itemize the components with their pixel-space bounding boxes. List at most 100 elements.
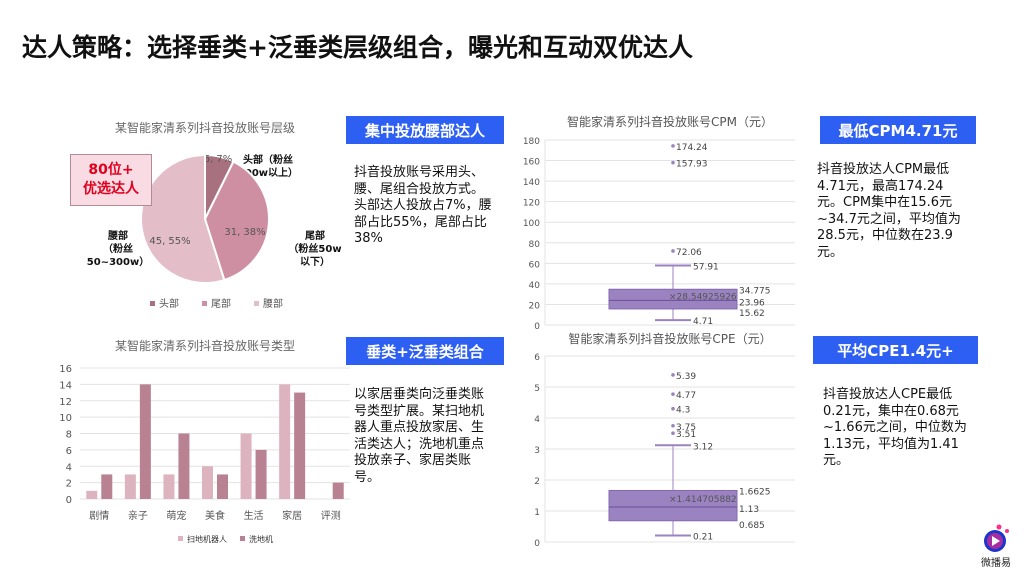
- bar-扫地机器人-家居: [279, 384, 291, 499]
- pie-annotation: （粉丝50w: [288, 242, 341, 255]
- cpe-mean-label: ×1.414705882: [669, 495, 737, 505]
- cpm-ytick: 140: [523, 178, 540, 188]
- cpe-box: [608, 489, 738, 522]
- pie-data-label: 31, 38%: [224, 227, 265, 238]
- pie-slice-腰部: [140, 153, 226, 284]
- bar-xtick: 亲子: [128, 509, 148, 522]
- bar-扫地机器人-剧情: [86, 490, 98, 499]
- badge-line1: 80位+: [88, 162, 134, 178]
- cpm-outlier: [671, 160, 675, 165]
- logo-text: 微播易: [981, 558, 1011, 569]
- cpm-ytick: 20: [529, 301, 541, 311]
- bar-xtick: 剧情: [89, 509, 109, 522]
- page-title: 达人策略：选择垂类+泛垂类层级组合，曝光和互动双优达人: [22, 33, 693, 62]
- cpm-outlier-label: 72.06: [676, 248, 702, 258]
- cpe-ytick: 6: [534, 353, 540, 363]
- pie-title: 某智能家清系列抖音投放账号层级: [115, 120, 295, 135]
- cpm-q3-label: 34.775: [739, 286, 771, 296]
- bar-ytick: 10: [59, 413, 72, 424]
- bar-legend-label: 洗地机: [249, 534, 273, 544]
- bar-xtick: 生活: [244, 509, 264, 522]
- bar-洗地机-家居: [294, 392, 306, 499]
- bar-ytick: 6: [66, 446, 72, 457]
- cpe-outlier-label: 3.75: [676, 423, 696, 433]
- bar-扫地机器人-美食: [202, 466, 213, 499]
- bar-洗地机-剧情: [101, 474, 113, 499]
- bar-ytick: 12: [59, 397, 72, 408]
- cpe-max-label: 3.12: [693, 442, 713, 452]
- pie-legend-label: 尾部: [211, 297, 231, 310]
- pie-legend-swatch: [254, 301, 259, 306]
- cpe-ytick: 1: [534, 508, 540, 518]
- cpe-outlier-label: 5.39: [676, 372, 696, 382]
- cpe-outlier-label: 4.77: [676, 391, 696, 401]
- bar-ytick: 4: [66, 462, 72, 473]
- bar-legend-swatch: [240, 536, 245, 541]
- cpm-outlier-label: 174.24: [676, 143, 708, 153]
- cpm-ytick: 180: [523, 137, 540, 147]
- play-logo-icon: [984, 524, 1009, 552]
- pie-data-label: 6, 7%: [204, 154, 233, 165]
- pie-annotation: 尾部: [305, 229, 325, 242]
- bar-扫地机器人-生活: [240, 433, 252, 499]
- cpe-outlier: [671, 373, 675, 377]
- cpe-q1-label: 0.685: [739, 521, 765, 531]
- cpm-ytick: 60: [529, 260, 541, 270]
- cpm-outlier: [671, 144, 675, 148]
- panel-tag-type: 垂类+泛垂类组合: [346, 337, 504, 365]
- panel-text-cpm: 抖音投放达人CPM最低4.71元，最高174.24元。CPM集中在15.6元~3…: [817, 162, 961, 260]
- pie-annotation: 50~300w）: [87, 255, 149, 268]
- pie-annotation: 以下）: [300, 255, 330, 268]
- badge-line2: 优选达人: [83, 181, 139, 197]
- panel-tag-cpm: 最低CPM4.71元: [820, 116, 976, 144]
- cpe-outlier: [671, 431, 675, 435]
- cpe-q3-label: 1.6625: [739, 487, 771, 497]
- cpm-box: [608, 288, 738, 310]
- bar-legend-swatch: [178, 536, 183, 541]
- bar-xtick: 家居: [282, 509, 302, 522]
- cpm-ytick: 40: [529, 281, 541, 291]
- panel-tag-tier: 集中投放腰部达人: [346, 116, 504, 144]
- bar-扫地机器人-萌宠: [163, 474, 175, 499]
- cpe-ytick: 4: [534, 415, 540, 425]
- cpe-ytick: 5: [534, 384, 540, 394]
- bar-xtick: 美食: [205, 509, 225, 522]
- pie-annotation: 腰部: [107, 229, 128, 242]
- cpm-ytick: 160: [523, 158, 540, 168]
- cpe-ytick: 0: [534, 539, 540, 549]
- bar-xtick: 评测: [321, 509, 341, 522]
- pie-annotation: 头部（粉丝: [243, 153, 293, 166]
- cpm-ytick: 120: [523, 199, 540, 209]
- bar-洗地机-评测: [332, 482, 344, 499]
- pie-annotation: （粉丝: [103, 242, 133, 255]
- pie-legend-label: 腰部: [263, 297, 283, 310]
- bar-扫地机器人-亲子: [124, 474, 136, 499]
- pie-legend-label: 头部: [159, 297, 179, 310]
- pie-data-label: 45, 55%: [149, 236, 190, 247]
- cpe-outlier-label: 4.3: [676, 406, 690, 416]
- bar-xtick: 萌宠: [166, 509, 186, 522]
- cpm-ytick: 100: [523, 219, 540, 229]
- pie-slice-尾部: [203, 160, 270, 282]
- cpm-outlier: [671, 249, 675, 253]
- bar-ytick: 2: [66, 479, 72, 490]
- cpm-outlier-label: 157.93: [676, 160, 708, 170]
- pie-legend-swatch: [150, 301, 155, 306]
- cpe-ytick: 2: [534, 477, 540, 487]
- cpm-median-label: 23.96: [739, 298, 765, 308]
- panel-text-cpe: 抖音投放达人CPE最低0.21元，集中在0.68元~1.66元之间，中位数为1.…: [823, 387, 967, 468]
- pie-legend-swatch: [202, 301, 207, 306]
- cpe-outlier: [671, 406, 675, 411]
- brand-logo: 微播易: [978, 524, 1014, 569]
- badge-ribbon: 80位+ 优选达人: [70, 154, 152, 206]
- cpe-min-label: 0.21: [693, 532, 713, 542]
- cpm-min-label: 4.71: [693, 317, 713, 327]
- bar-洗地机-生活: [255, 449, 267, 499]
- bar-ytick: 0: [66, 495, 72, 506]
- cpm-mean-label: ×28.54925926: [669, 293, 737, 303]
- panel-text-tier: 抖音投放账号采用头、腰、尾组合投放方式。头部达人投放占7%，腰部占比55%，尾部…: [354, 165, 492, 246]
- cpe-outlier-label: 3.51: [676, 430, 696, 440]
- panel-tag-cpe: 平均CPE1.4元+: [813, 336, 978, 364]
- cpm-title: 智能家清系列抖音投放账号CPM（元）: [567, 114, 773, 129]
